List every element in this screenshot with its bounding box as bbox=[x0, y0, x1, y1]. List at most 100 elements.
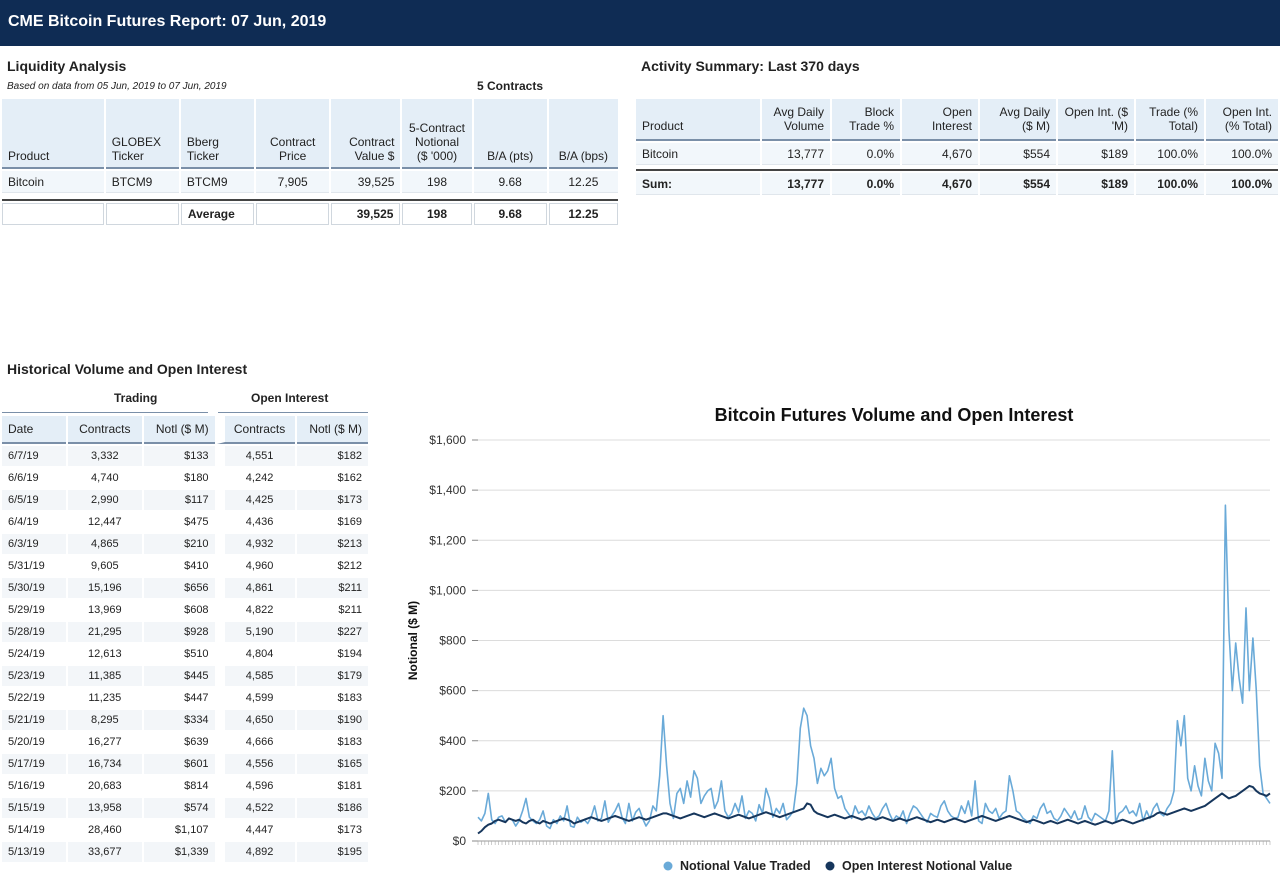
table-cell: $179 bbox=[296, 666, 368, 686]
table-cell: $165 bbox=[296, 754, 368, 774]
col-bberg: Bberg Ticker bbox=[180, 99, 255, 169]
table-cell: 8,295 bbox=[67, 710, 143, 730]
cell: 4,670 bbox=[902, 173, 978, 195]
table-cell: 5/31/19 bbox=[2, 556, 66, 576]
table-row: 5/30/19 15,196 $656 4,861 $211 bbox=[2, 578, 368, 598]
table-cell: 6/4/19 bbox=[2, 512, 66, 532]
report-title: CME Bitcoin Futures Report: 07 Jun, 2019 bbox=[8, 13, 327, 30]
table-row: 6/4/19 12,447 $475 4,436 $169 bbox=[2, 512, 368, 532]
table-cell: $608 bbox=[144, 600, 215, 620]
legend-marker bbox=[663, 861, 673, 871]
table-cell: 21,295 bbox=[67, 622, 143, 642]
hist-col-1: Contracts bbox=[67, 416, 143, 444]
table-row: 5/16/19 20,683 $814 4,596 $181 bbox=[2, 776, 368, 796]
legend-marker bbox=[825, 861, 835, 871]
col-trade-pct: Trade (% Total) bbox=[1136, 99, 1204, 141]
table-cell: $211 bbox=[296, 578, 368, 598]
table-cell: 4,585 bbox=[216, 666, 295, 686]
cell: 39,525 bbox=[331, 171, 401, 193]
table-cell: $180 bbox=[144, 468, 215, 488]
cell: BTCM9 bbox=[180, 171, 255, 193]
legend-label: Open Interest Notional Value bbox=[842, 859, 1012, 873]
table-cell: $195 bbox=[296, 842, 368, 862]
table-cell: 5/15/19 bbox=[2, 798, 66, 818]
liquidity-subtitle: Based on data from 05 Jun, 2019 to 07 Ju… bbox=[7, 81, 227, 92]
col-open-int-m: Open Int. ($ 'M) bbox=[1058, 99, 1134, 141]
historical-header-row: Date Contracts Notl ($ M) Contracts Notl ($ … bbox=[2, 416, 368, 444]
legend-label: Notional Value Traded bbox=[680, 859, 811, 873]
table-cell: 4,551 bbox=[216, 446, 295, 466]
cell: 9.68 bbox=[473, 203, 547, 225]
cell: $189 bbox=[1058, 173, 1134, 195]
table-cell: 5/20/19 bbox=[2, 732, 66, 752]
cell: $554 bbox=[980, 173, 1056, 195]
table-row: 5/31/19 9,605 $410 4,960 $212 bbox=[2, 556, 368, 576]
table-cell: $211 bbox=[296, 600, 368, 620]
cell: 100.0% bbox=[1206, 143, 1278, 165]
table-cell: 16,734 bbox=[67, 754, 143, 774]
table-cell: 6/5/19 bbox=[2, 490, 66, 510]
table-cell: $133 bbox=[144, 446, 215, 466]
table-row: 5/28/19 21,295 $928 5,190 $227 bbox=[2, 622, 368, 642]
table-cell: 20,683 bbox=[67, 776, 143, 796]
cell: 7,905 bbox=[256, 171, 330, 193]
col-contract-price: Contract Price bbox=[256, 99, 330, 169]
table-cell: 4,650 bbox=[216, 710, 295, 730]
table-cell: 4,740 bbox=[67, 468, 143, 488]
table-cell: $928 bbox=[144, 622, 215, 642]
cell bbox=[2, 203, 104, 225]
table-cell: 3,332 bbox=[67, 446, 143, 466]
table-cell: $475 bbox=[144, 512, 215, 532]
table-row: 6/6/19 4,740 $180 4,242 $162 bbox=[2, 468, 368, 488]
historical-table: Date Contracts Notl ($ M) Contracts Notl ($ … bbox=[0, 414, 370, 864]
table-cell: 5/29/19 bbox=[2, 600, 66, 620]
table-cell: 4,596 bbox=[216, 776, 295, 796]
series-line-open-interest bbox=[477, 784, 1271, 835]
hist-col-0: Date bbox=[2, 416, 66, 444]
table-cell: 4,556 bbox=[216, 754, 295, 774]
liquidity-header-row: Product GLOBEX Ticker Bberg Ticker Contr… bbox=[2, 99, 618, 169]
cell: 4,670 bbox=[902, 143, 978, 165]
activity-title: Activity Summary: Last 370 days bbox=[641, 58, 860, 74]
table-row: 5/29/19 13,969 $608 4,822 $211 bbox=[2, 600, 368, 620]
table-row: 5/14/19 28,460 $1,107 4,447 $173 bbox=[2, 820, 368, 840]
cell bbox=[256, 203, 330, 225]
table-cell: 5/22/19 bbox=[2, 688, 66, 708]
col-notional: 5-Contract Notional ($ '000) bbox=[402, 99, 472, 169]
cell: 198 bbox=[402, 203, 472, 225]
table-cell: 4,804 bbox=[216, 644, 295, 664]
col-ba-pts: B/A (pts) bbox=[473, 99, 547, 169]
table-cell: $186 bbox=[296, 798, 368, 818]
table-cell: 5/28/19 bbox=[2, 622, 66, 642]
table-cell: 12,447 bbox=[67, 512, 143, 532]
table-cell: 5/14/19 bbox=[2, 820, 66, 840]
table-cell: 4,666 bbox=[216, 732, 295, 752]
table-cell: 6/7/19 bbox=[2, 446, 66, 466]
y-tick-label: $1,600 bbox=[429, 433, 466, 447]
cell: 100.0% bbox=[1136, 143, 1204, 165]
table-cell: 13,958 bbox=[67, 798, 143, 818]
cell: 198 bbox=[402, 171, 472, 193]
table-cell: $173 bbox=[296, 490, 368, 510]
table-cell: 4,425 bbox=[216, 490, 295, 510]
table-cell: $210 bbox=[144, 534, 215, 554]
table-cell: 6/6/19 bbox=[2, 468, 66, 488]
col-product: Product bbox=[2, 99, 104, 169]
y-tick-label: $600 bbox=[439, 684, 466, 698]
col-block-trade: Block Trade % bbox=[832, 99, 900, 141]
table-cell: 5/24/19 bbox=[2, 644, 66, 664]
table-cell: 5,190 bbox=[216, 622, 295, 642]
table-cell: 28,460 bbox=[67, 820, 143, 840]
table-cell: 11,385 bbox=[67, 666, 143, 686]
table-cell: 12,613 bbox=[67, 644, 143, 664]
table-row: 6/7/19 3,332 $133 4,551 $182 bbox=[2, 446, 368, 466]
table-cell: $334 bbox=[144, 710, 215, 730]
table-row: 5/17/19 16,734 $601 4,556 $165 bbox=[2, 754, 368, 774]
volume-oi-chart: Bitcoin Futures Volume and Open Interest… bbox=[406, 405, 1271, 873]
table-cell: 33,677 bbox=[67, 842, 143, 862]
table-cell: $601 bbox=[144, 754, 215, 774]
table-cell: $1,107 bbox=[144, 820, 215, 840]
activity-header-row: Product Avg Daily Volume Block Trade % O… bbox=[636, 99, 1278, 141]
table-cell: 4,865 bbox=[67, 534, 143, 554]
table-cell: $656 bbox=[144, 578, 215, 598]
